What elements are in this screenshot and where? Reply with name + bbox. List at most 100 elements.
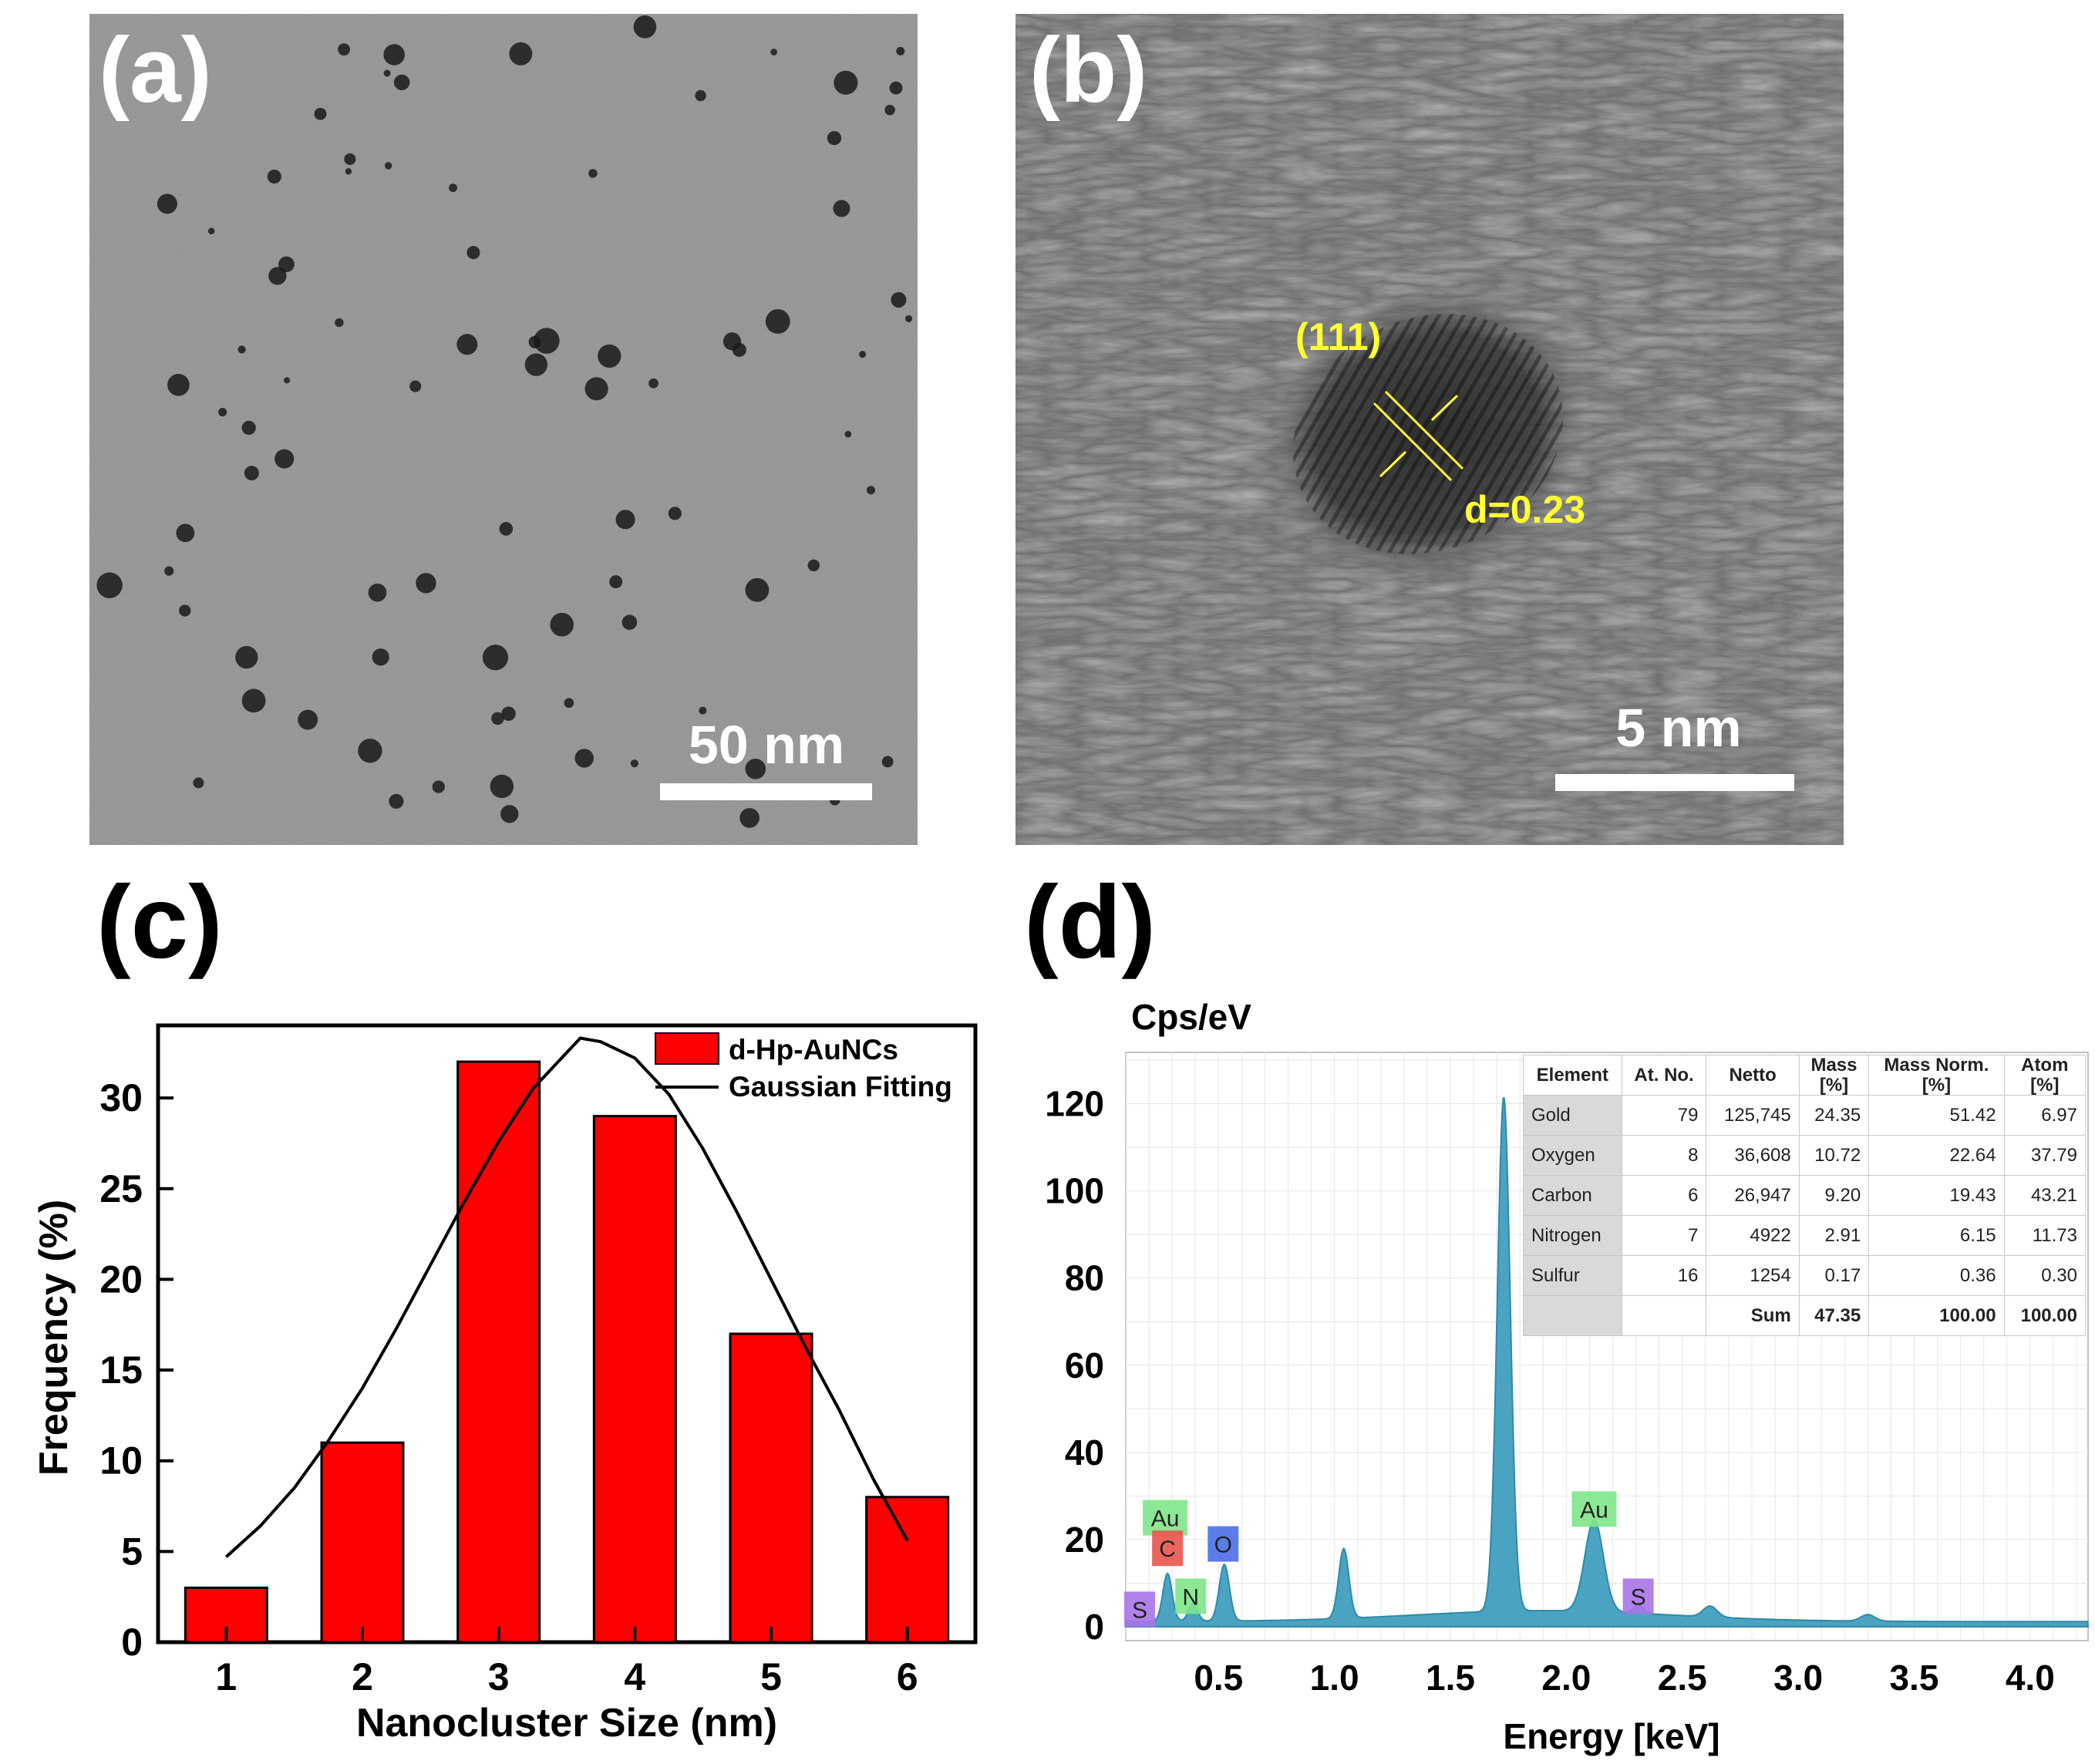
- nanoparticle: [500, 805, 519, 823]
- table-cell: 47.35: [1798, 1295, 1870, 1336]
- element-tag-label: C: [1159, 1537, 1176, 1562]
- table-cell: 0.30: [2003, 1255, 2087, 1296]
- table-row: Carbon 6 26,947 9.20 19.43 43.21: [1523, 1175, 2087, 1216]
- nanoparticle: [358, 739, 382, 763]
- table-sum-row: Sum 47.35 100.00 100.00: [1523, 1295, 2087, 1336]
- nanoparticle: [389, 793, 404, 809]
- nanoparticle: [372, 648, 389, 666]
- legend: d-Hp-AuNCs Gaussian Fitting: [655, 1032, 952, 1102]
- legend-swatch-bars: [655, 1032, 719, 1065]
- nanoparticle: [745, 577, 770, 602]
- y-tick-label: 0: [121, 1621, 143, 1664]
- nanoparticle: [564, 698, 574, 709]
- y-axis-title: Frequency (%): [32, 1199, 76, 1476]
- element-tag-label: S: [1631, 1584, 1646, 1610]
- x-tick-label: 2: [352, 1655, 373, 1698]
- nanoparticle: [278, 256, 295, 273]
- tem-image-a: 50 nm: [89, 14, 918, 845]
- table-cell: 79: [1621, 1095, 1707, 1136]
- nanoparticle: [393, 74, 410, 91]
- table-header-cell: Mass Norm. [%]: [1868, 1055, 2005, 1096]
- element-tag: Au: [1571, 1491, 1617, 1527]
- table-header-cell: At. No.: [1621, 1055, 1707, 1096]
- nanoparticles: [96, 15, 913, 828]
- nanoparticle: [834, 70, 858, 95]
- table-cell: Gold: [1523, 1095, 1622, 1136]
- table-cell: Nitrogen: [1523, 1215, 1622, 1256]
- table-cell: 22.64: [1868, 1135, 2005, 1176]
- eds-y-tick-label: 60: [1065, 1345, 1104, 1385]
- legend-label-fit: Gaussian Fitting: [729, 1071, 952, 1102]
- eds-quant-table: Element At. No. Netto Mass [%] Mass Norm. [%] A…: [1523, 1055, 2087, 1336]
- plot-frame: [156, 1023, 978, 1644]
- nanoparticle: [866, 486, 875, 495]
- eds-y-tick-label: 40: [1065, 1432, 1104, 1473]
- table-cell: 6: [1621, 1175, 1707, 1216]
- eds-y-tick-label: 0: [1084, 1607, 1104, 1647]
- nanoparticle: [621, 614, 638, 630]
- nanoparticle: [615, 510, 635, 530]
- eds-x-tick-label: 0.5: [1194, 1658, 1243, 1698]
- table-cell: Sulfur: [1523, 1255, 1622, 1296]
- nanoparticle: [314, 107, 327, 120]
- nanoparticle: [509, 42, 533, 66]
- hrtem-image-b: (111) d=0.23 5 nm: [1016, 14, 1844, 845]
- nanoparticle: [588, 169, 598, 178]
- table-cell: 125,745: [1706, 1095, 1800, 1136]
- nanoparticle: [884, 104, 895, 116]
- eds-y-tick-label: 20: [1065, 1520, 1104, 1560]
- nanoparticle: [844, 430, 852, 438]
- nanoparticle: [96, 572, 123, 598]
- nanoparticle: [244, 466, 259, 481]
- histogram-bar: [320, 1441, 405, 1644]
- table-cell: Oxygen: [1523, 1135, 1622, 1176]
- nanoparticle: [207, 227, 215, 234]
- eds-x-tick-label: 2.0: [1541, 1658, 1591, 1698]
- table-cell: 51.42: [1868, 1095, 2005, 1136]
- nanoparticle: [668, 507, 682, 520]
- nanoparticle: [695, 89, 706, 102]
- element-tag: N: [1175, 1578, 1207, 1614]
- eds-x-tick-label: 1.5: [1426, 1658, 1475, 1698]
- table-header-cell: Mass [%]: [1798, 1055, 1870, 1096]
- table-header-cell: Atom [%]: [2003, 1055, 2087, 1096]
- nanoparticle: [739, 808, 760, 828]
- nanoparticle: [648, 378, 658, 389]
- y-tick-label: 10: [99, 1439, 143, 1483]
- nanoparticle: [859, 351, 867, 359]
- nanoparticle: [345, 168, 352, 175]
- nanoparticle: [218, 408, 227, 417]
- nanoparticle: [598, 344, 621, 368]
- table-cell: [1621, 1295, 1707, 1336]
- eds-x-tick-label: 2.5: [1658, 1658, 1707, 1698]
- table-cell: 0.17: [1798, 1255, 1870, 1296]
- table-cell: 4922: [1706, 1215, 1800, 1256]
- nanoparticle: [384, 162, 392, 170]
- nanoparticle: [449, 183, 458, 193]
- element-tag-label: Au: [1151, 1506, 1180, 1532]
- table-cell: Sum: [1706, 1295, 1800, 1336]
- eds-spectrum-area: [1125, 1097, 2090, 1628]
- eds-y-tick-label: 120: [1045, 1084, 1104, 1124]
- element-tag-box: [1207, 1526, 1239, 1562]
- element-tag-box: [1124, 1591, 1156, 1628]
- eds-x-tick-label: 1.0: [1310, 1658, 1359, 1698]
- scale-bar-b: [1555, 774, 1794, 791]
- table-row: Sulfur 16 1254 0.17 0.36 0.30: [1523, 1255, 2087, 1296]
- nanoparticle: [722, 332, 742, 351]
- panel-label-c: (c): [96, 865, 223, 980]
- table-cell: 19.43: [1868, 1175, 2005, 1216]
- table-cell: 6.97: [2003, 1095, 2087, 1136]
- table-cell: 10.72: [1798, 1135, 1870, 1176]
- eds-x-tick-label: 3.0: [1773, 1658, 1823, 1698]
- scale-bar-label-a: 50 nm: [689, 715, 844, 775]
- table-row: Gold 79 125,745 24.35 51.42 6.97: [1523, 1095, 2087, 1136]
- table-cell: 0.36: [1868, 1255, 2005, 1296]
- table-cell: 7: [1621, 1215, 1707, 1256]
- y-tick-label: 30: [99, 1076, 143, 1119]
- nanoparticle: [466, 246, 480, 260]
- nanoparticle: [745, 758, 766, 779]
- nanoparticle: [524, 353, 548, 376]
- nanoparticle: [534, 328, 560, 354]
- histogram-bar: [456, 1060, 541, 1644]
